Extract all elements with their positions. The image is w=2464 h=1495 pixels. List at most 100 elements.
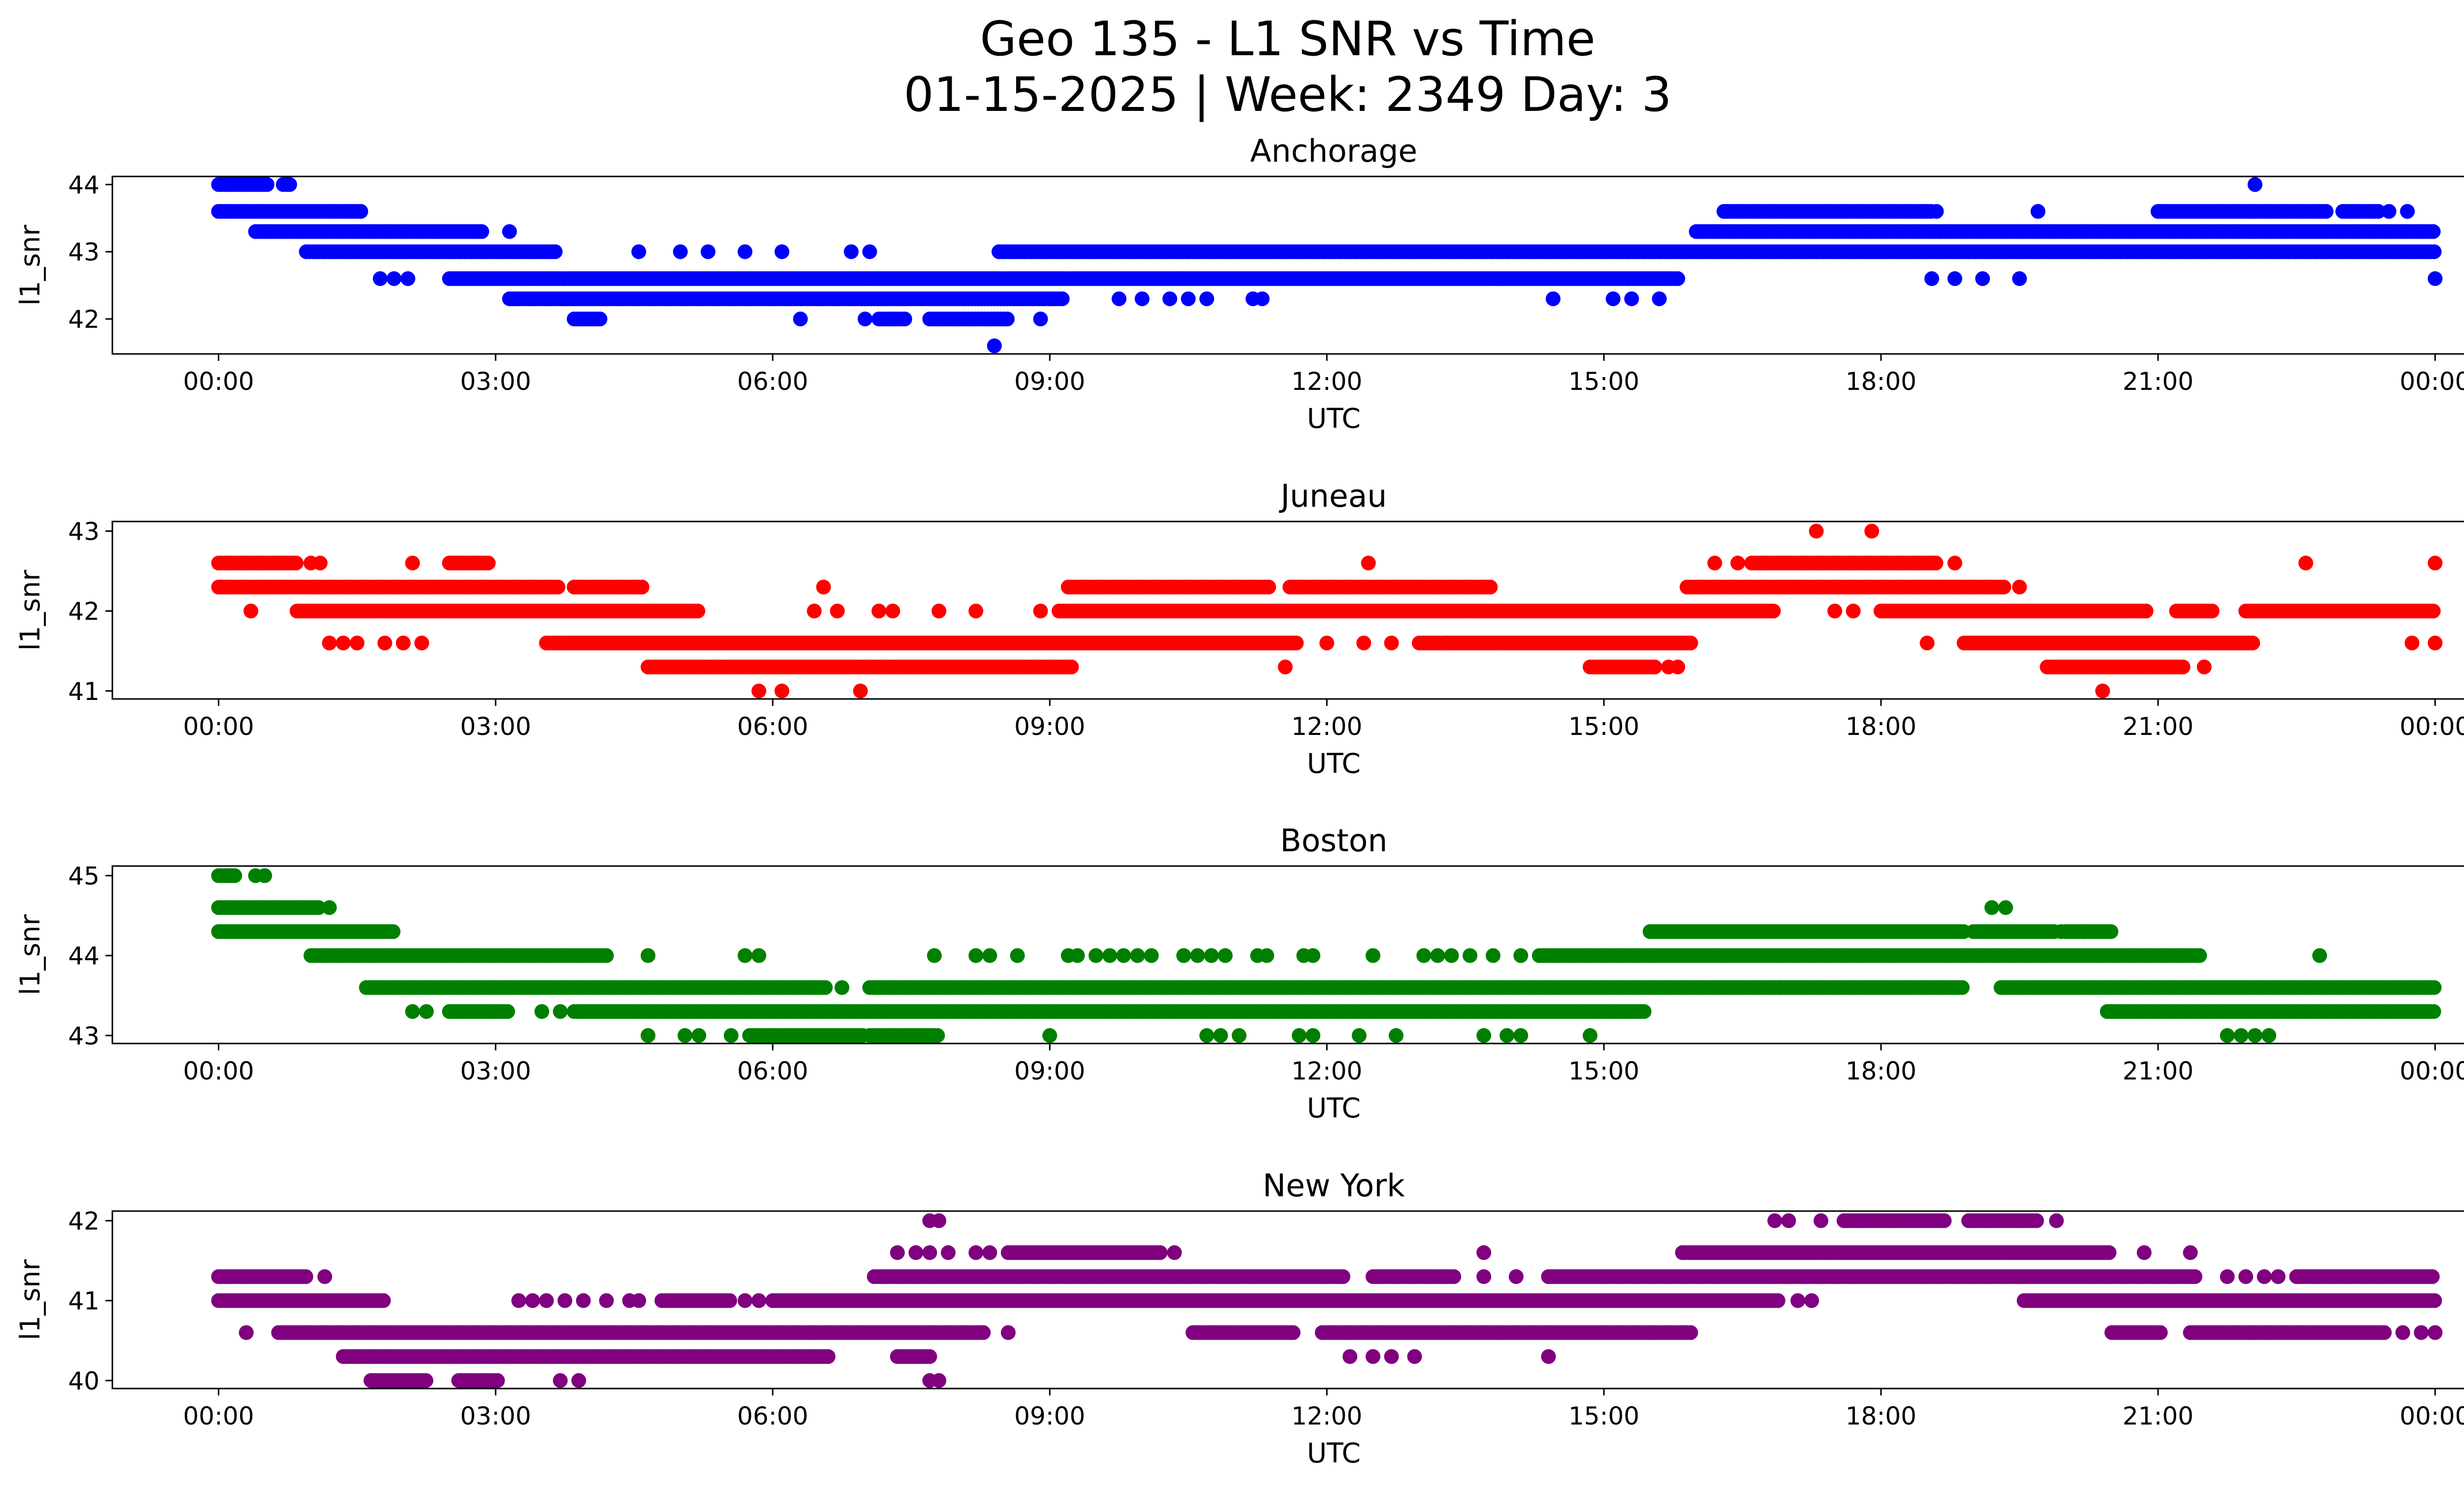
data-point xyxy=(2428,556,2443,571)
data-point xyxy=(1637,1004,1652,1019)
data-point xyxy=(2175,660,2190,675)
data-point xyxy=(385,924,401,939)
data-point xyxy=(1670,660,1685,675)
data-point xyxy=(1683,635,1698,651)
data-point xyxy=(885,603,900,619)
data-point xyxy=(552,1004,568,1019)
data-point xyxy=(1144,948,1159,963)
data-point xyxy=(1624,291,1639,307)
data-point xyxy=(1827,603,1843,619)
data-point xyxy=(259,177,274,192)
data-point xyxy=(2095,683,2110,698)
data-point xyxy=(1947,271,1962,286)
data-point xyxy=(353,204,369,219)
data-point xyxy=(243,603,259,619)
snr-band xyxy=(373,271,2443,286)
data-point xyxy=(1259,948,1274,963)
data-point xyxy=(1361,556,1376,571)
data-point xyxy=(1485,948,1501,963)
snr-band xyxy=(243,603,2441,619)
scatter-series xyxy=(211,523,2443,698)
data-point xyxy=(2204,603,2220,619)
data-point xyxy=(871,603,887,619)
data-point xyxy=(1984,900,1999,915)
snr-band xyxy=(303,948,2327,963)
data-point xyxy=(311,900,326,915)
data-point xyxy=(834,980,850,995)
subplot-title: Anchorage xyxy=(1250,133,1417,169)
x-tick-label: 00:00 xyxy=(183,367,254,396)
y-tick-label: 44 xyxy=(68,171,100,199)
data-point xyxy=(336,635,351,651)
data-point xyxy=(1116,948,1131,963)
data-point xyxy=(2428,635,2443,651)
snr-band xyxy=(211,556,2443,571)
data-point xyxy=(405,556,420,571)
data-point xyxy=(1134,291,1150,307)
data-point xyxy=(1998,900,2013,915)
data-point xyxy=(2371,204,2386,219)
data-point xyxy=(751,683,766,698)
snr-band xyxy=(211,204,2415,219)
data-point xyxy=(931,603,947,619)
data-point xyxy=(1730,556,1745,571)
data-point xyxy=(1305,948,1321,963)
figure-title-line1: Geo 135 - L1 SNR vs Time xyxy=(980,11,1596,67)
snr-band xyxy=(1809,523,1880,539)
data-point xyxy=(2103,924,2119,939)
x-axis-label: UTC xyxy=(1307,403,1361,434)
x-tick-label: 12:00 xyxy=(1291,712,1362,741)
data-point xyxy=(419,1004,434,1019)
data-point xyxy=(862,244,877,259)
data-point xyxy=(400,271,415,286)
data-point xyxy=(1111,291,1127,307)
x-tick-label: 00:00 xyxy=(183,712,254,741)
x-tick-label: 00:00 xyxy=(2399,367,2464,396)
x-tick-label: 21:00 xyxy=(2122,712,2193,741)
snr-band xyxy=(987,338,1002,353)
data-point xyxy=(2012,271,2027,286)
data-point xyxy=(1416,948,1432,963)
snr-band xyxy=(751,683,2110,698)
data-point xyxy=(1055,291,1070,307)
data-point xyxy=(1809,523,1824,539)
data-point xyxy=(737,948,753,963)
data-point xyxy=(1162,291,1177,307)
snr-band xyxy=(211,177,2262,192)
y-tick-label: 42 xyxy=(68,597,100,626)
data-point xyxy=(2428,271,2443,286)
data-point xyxy=(1444,948,1459,963)
y-tick-label: 42 xyxy=(68,305,100,334)
data-point xyxy=(288,556,304,571)
data-point xyxy=(373,271,388,286)
data-point xyxy=(2427,244,2442,259)
snr-band xyxy=(211,924,2119,939)
data-point xyxy=(1652,291,1667,307)
data-point xyxy=(807,603,822,619)
data-point xyxy=(1864,523,1880,539)
snr-band xyxy=(502,291,1667,307)
snr-band xyxy=(359,980,2442,995)
data-point xyxy=(1010,948,1025,963)
x-tick-label: 06:00 xyxy=(737,367,808,396)
data-point xyxy=(830,603,845,619)
data-point xyxy=(1513,948,1528,963)
data-point xyxy=(405,1004,420,1019)
data-point xyxy=(751,948,766,963)
data-point xyxy=(1278,660,1293,675)
data-point xyxy=(897,312,912,327)
data-point xyxy=(386,271,402,286)
data-point xyxy=(1181,291,1196,307)
data-point xyxy=(1996,580,2012,594)
data-point xyxy=(1545,291,1561,307)
data-point xyxy=(2426,603,2441,619)
data-point xyxy=(2030,204,2046,219)
y-tick-label: 41 xyxy=(68,677,100,706)
data-point xyxy=(502,224,517,239)
snr-band xyxy=(322,635,2443,651)
scatter-series xyxy=(211,868,2442,1043)
data-point xyxy=(1064,660,1079,675)
x-tick-label: 03:00 xyxy=(460,712,531,741)
